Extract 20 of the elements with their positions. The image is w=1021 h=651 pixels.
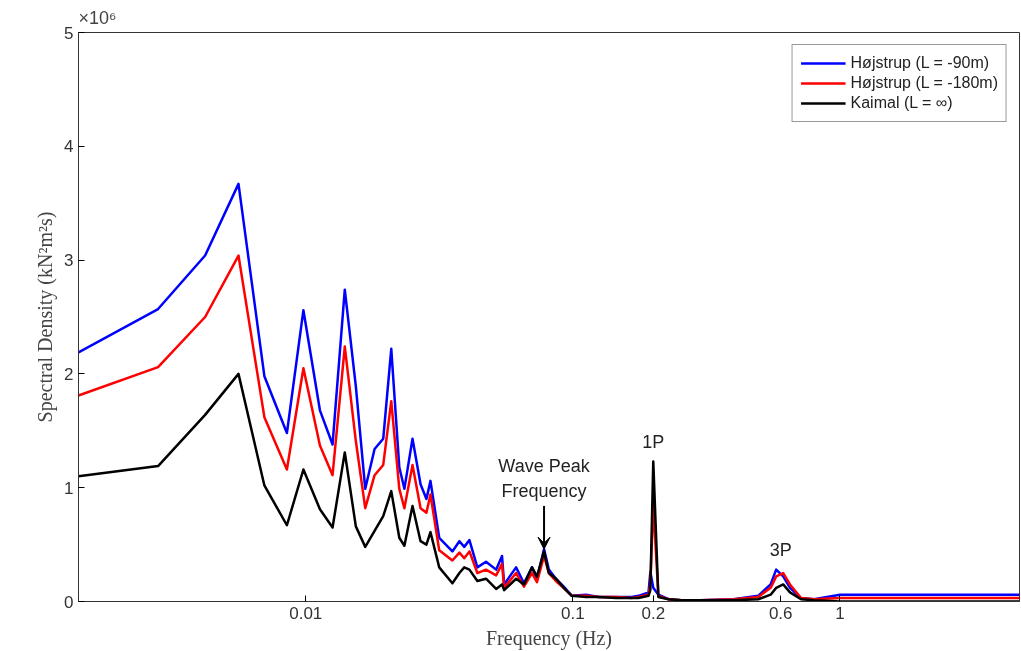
x-tick-label: 0.1 xyxy=(561,603,585,623)
annotation: 1P xyxy=(642,431,665,452)
y-tick-label: 2 xyxy=(64,364,74,384)
x-tick-label: 1 xyxy=(835,603,845,623)
legend-label: Kaimal (L = ∞) xyxy=(850,94,953,112)
y-tick-label: 0 xyxy=(64,592,74,612)
annotation: Wave Peak Frequency xyxy=(498,456,591,502)
y-tick-label: 5 xyxy=(64,23,74,43)
y-tick-label: 3 xyxy=(64,251,74,271)
y-axis-title: Spectral Density (kN²m²s) xyxy=(34,211,58,423)
x-axis-title: Frequency (Hz) xyxy=(485,626,613,650)
legend-label: Højstrup (L = -180m) xyxy=(850,74,998,92)
legend-label: Højstrup (L = -90m) xyxy=(850,54,990,72)
y-tick-label: 1 xyxy=(64,478,74,498)
x-tick-label: 0.01 xyxy=(289,603,323,623)
x-tick-label: 0.6 xyxy=(768,603,793,623)
annotation: 3P xyxy=(769,539,792,560)
x-tick-label: 0.2 xyxy=(641,603,666,623)
text: ×10⁶ xyxy=(78,7,117,28)
y-tick-label: 4 xyxy=(64,137,74,157)
